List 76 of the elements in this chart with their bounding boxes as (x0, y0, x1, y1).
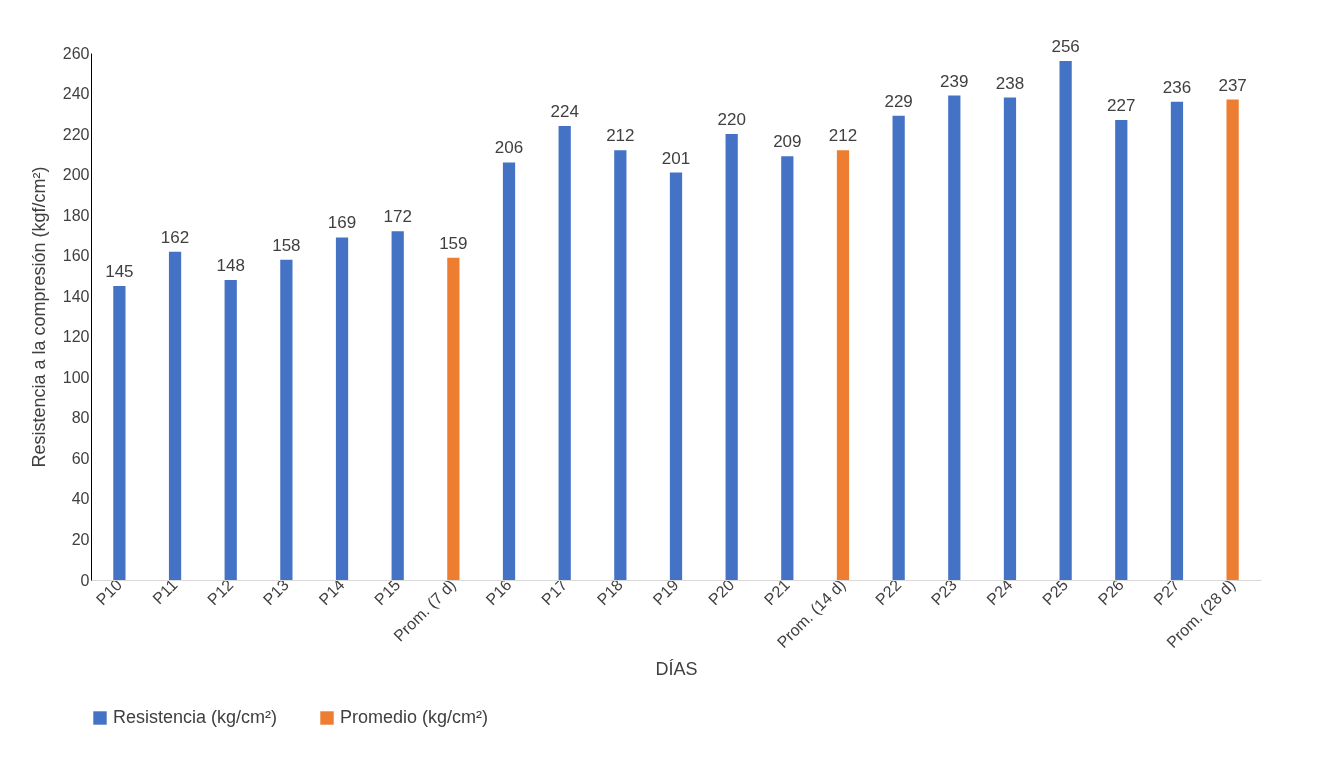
x-axis-title: DÍAS (655, 659, 698, 680)
bar (892, 115, 905, 580)
bar (391, 231, 404, 580)
y-tick-label: 140 (62, 287, 90, 305)
data-label: 145 (105, 262, 134, 282)
bar (447, 257, 460, 580)
data-label: 238 (995, 73, 1025, 93)
x-tick-label: P13 (259, 576, 293, 609)
data-label: 229 (884, 91, 913, 111)
x-tick-label: P16 (482, 576, 515, 609)
data-label: 239 (940, 71, 969, 91)
x-tick-label: P21 (760, 576, 794, 609)
data-label: 206 (494, 138, 524, 158)
data-label: 256 (1051, 37, 1080, 57)
data-label: 162 (160, 227, 190, 247)
x-tick-label: P20 (705, 576, 738, 609)
y-tick-label: 120 (62, 328, 90, 346)
bar (781, 156, 794, 580)
bar (614, 150, 627, 580)
y-tick-label: 180 (62, 206, 90, 224)
y-tick-label: 100 (62, 368, 90, 386)
bar (836, 150, 850, 580)
y-axis-title: Resistencia a la compresión (kgf/cm²) (28, 166, 49, 468)
x-tick-label: P18 (593, 576, 627, 609)
y-tick-label: 20 (71, 530, 90, 548)
data-label: 169 (327, 213, 357, 233)
x-tick-label: P10 (92, 576, 126, 609)
bar (1003, 97, 1017, 580)
x-tick-label: P19 (649, 576, 682, 609)
y-tick-label: 60 (71, 449, 90, 467)
bar (502, 162, 516, 580)
data-label: 212 (828, 126, 858, 146)
x-tick-label: P12 (204, 576, 237, 609)
legend-label: Resistencia (kg/cm²) (113, 707, 278, 727)
y-tick-label: 40 (71, 490, 90, 508)
bar (224, 280, 237, 580)
bar (948, 95, 961, 580)
data-label: 212 (606, 126, 635, 146)
x-tick-label: P22 (872, 576, 905, 609)
x-tick-label: P14 (315, 576, 348, 609)
data-label: 148 (216, 256, 245, 276)
y-tick-label: 200 (62, 166, 90, 184)
x-tick-label: P15 (371, 576, 404, 609)
data-label: 209 (773, 132, 802, 152)
y-tick-label: 220 (62, 125, 90, 143)
x-tick-label: P11 (149, 576, 181, 608)
data-label: 159 (439, 233, 468, 253)
data-label: 236 (1162, 77, 1192, 97)
x-tick-label: P23 (927, 576, 961, 609)
y-tick-label: 240 (62, 85, 90, 103)
data-label: 172 (383, 207, 412, 227)
bar (113, 286, 126, 580)
data-label: 158 (272, 235, 301, 255)
bar (168, 251, 182, 580)
y-tick-label: 80 (71, 409, 90, 427)
bar (725, 134, 738, 580)
bar (1170, 101, 1184, 580)
bar (669, 172, 683, 580)
legend-label: Promedio (kg/cm²) (340, 707, 489, 727)
bar (1226, 99, 1239, 580)
x-tick-label: P24 (983, 576, 1016, 609)
data-label: 201 (661, 148, 691, 168)
x-tick-label: P26 (1094, 576, 1128, 609)
bar (280, 259, 293, 580)
x-tick-label: P25 (1039, 576, 1072, 609)
bar (1115, 119, 1128, 580)
y-tick-label: 260 (62, 44, 90, 62)
data-label: 224 (550, 101, 579, 121)
data-label: 220 (717, 110, 746, 130)
data-label: 237 (1218, 75, 1247, 95)
bar (558, 125, 571, 580)
y-tick-label: 0 (80, 571, 90, 589)
data-label: 227 (1107, 95, 1136, 115)
bar (335, 237, 349, 580)
y-tick-label: 160 (62, 247, 90, 265)
bar (1059, 61, 1072, 580)
